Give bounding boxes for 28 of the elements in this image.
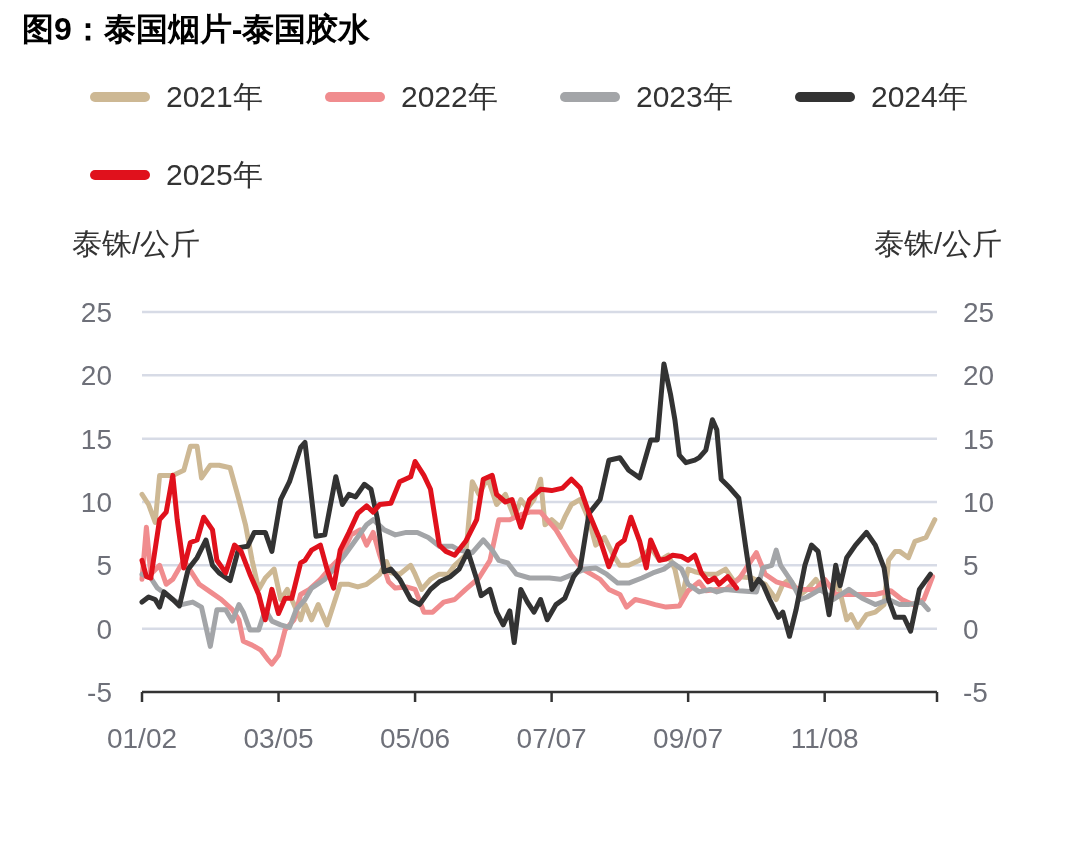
legend-label: 2023年 [636, 78, 733, 115]
x-tick-label: 09/07 [653, 723, 724, 754]
x-tick-label: 11/08 [790, 723, 859, 754]
y2-tick-label: -5 [963, 677, 988, 708]
x-tick-label: 07/07 [516, 723, 587, 754]
y2-tick-label: 25 [963, 297, 995, 328]
x-tick-label: 01/02 [106, 723, 178, 754]
legend-label: 2024年 [871, 78, 968, 115]
chart-title: 图9：泰国烟片-泰国胶水 [22, 10, 371, 49]
y2-tick-label: 15 [963, 423, 995, 455]
legend-label: 2022年 [401, 78, 498, 115]
legend-label: 2021年 [166, 78, 263, 115]
y-tick-label: -5 [87, 677, 112, 708]
y2-tick-label: 10 [963, 487, 995, 518]
y-axis-title: 泰铢/公斤 [72, 227, 201, 260]
y2-tick-label: 5 [963, 550, 979, 582]
x-tick-label: 05/06 [380, 723, 451, 754]
y-tick-label: 15 [80, 423, 112, 455]
y2-tick-label: 0 [963, 613, 979, 645]
y-tick-label: 25 [80, 297, 112, 328]
y-tick-label: 20 [80, 360, 112, 392]
y-tick-label: 10 [80, 487, 112, 518]
y-tick-label: 5 [96, 550, 112, 582]
x-tick-label: 03/05 [243, 723, 314, 754]
y-tick-label: 0 [96, 613, 112, 645]
legend-label: 2025年 [166, 156, 263, 193]
y2-tick-label: 20 [963, 360, 995, 392]
y2-axis-title: 泰铢/公斤 [873, 227, 1002, 260]
